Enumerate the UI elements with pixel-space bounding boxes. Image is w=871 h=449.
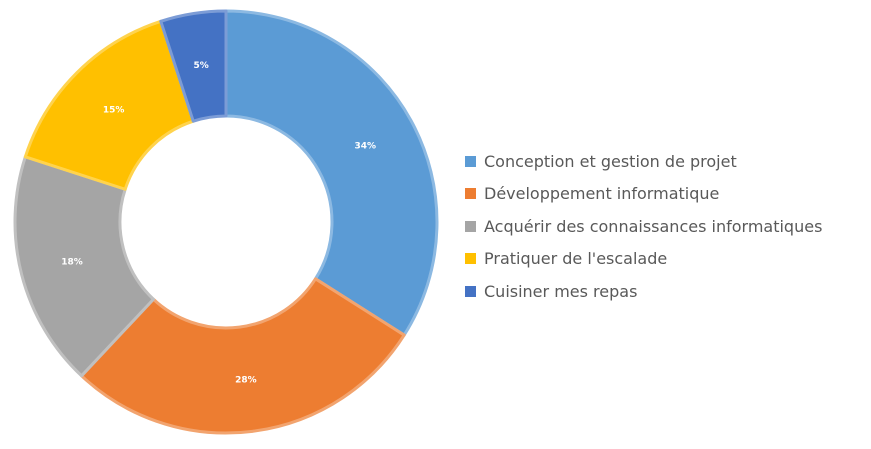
slice-value-label-3: 18% — [61, 258, 83, 268]
slice-value-label-5: 5% — [193, 61, 208, 71]
legend-label-1: Conception et gestion de projet — [484, 151, 737, 171]
legend-swatch-4 — [465, 253, 476, 265]
slice-value-label-1: 34% — [355, 141, 377, 151]
legend-label-2: Développement informatique — [484, 184, 720, 204]
legend-item-5: Cuisiner mes repas — [465, 275, 822, 308]
donut-slice-5 — [159, 9, 228, 123]
legend-label-4: Pratiquer de l'escalade — [484, 249, 668, 269]
legend-label-3: Acquérir des connaissances informatiques — [484, 216, 823, 236]
legend-item-2: Développement informatique — [465, 178, 822, 211]
legend-swatch-5 — [465, 285, 476, 297]
donut-chart: 34% 28% 18% 15% 5% — [13, 9, 439, 435]
legend-label-5: Cuisiner mes repas — [484, 281, 638, 301]
legend-item-1: Conception et gestion de projet — [465, 145, 822, 178]
legend-swatch-3 — [465, 220, 476, 232]
donut-slice-3 — [13, 155, 155, 378]
donut-slices — [13, 9, 439, 435]
legend-item-3: Acquérir des connaissances informatiques — [465, 210, 822, 243]
slice-value-label-4: 15% — [103, 106, 125, 116]
donut-slice-4 — [23, 19, 195, 191]
legend-swatch-1 — [465, 155, 476, 167]
donut-slice-1 — [224, 9, 439, 337]
slice-value-label-2: 28% — [235, 376, 257, 386]
legend-item-4: Pratiquer de l'escalade — [465, 243, 822, 276]
slice-labels: 34% 28% 18% 15% 5% — [61, 61, 376, 386]
legend-swatch-2 — [465, 188, 476, 200]
donut-slice-2 — [80, 277, 406, 435]
chart-legend: Conception et gestion de projet Développe… — [465, 145, 822, 308]
